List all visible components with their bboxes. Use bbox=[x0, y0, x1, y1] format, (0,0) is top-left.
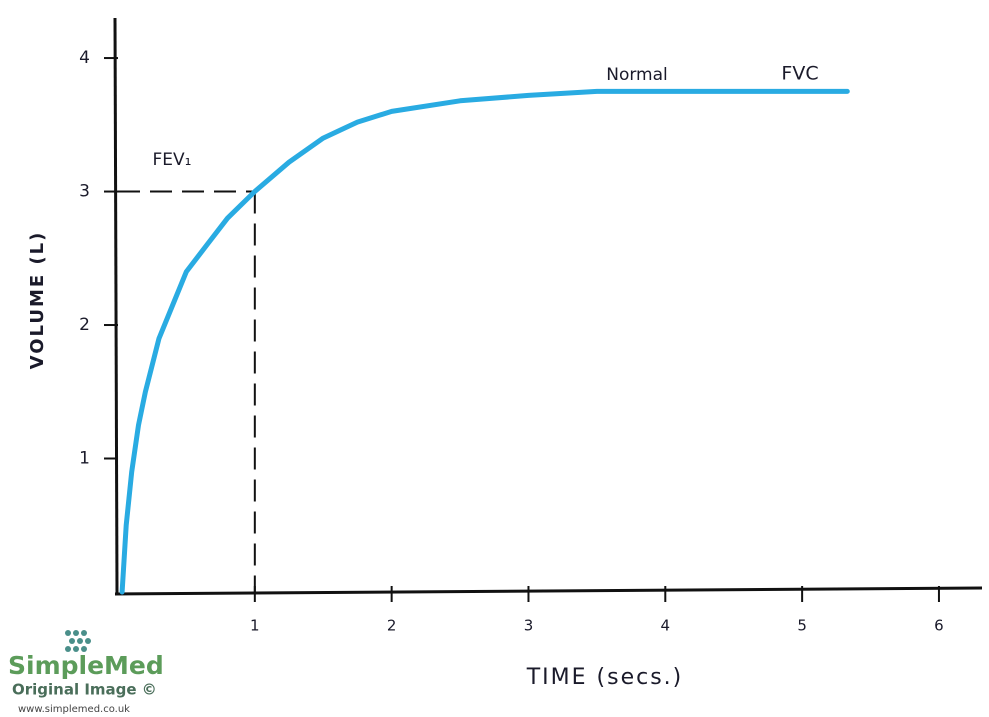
y-tick-label: 1 bbox=[79, 449, 90, 469]
annotation: Normal bbox=[606, 65, 668, 85]
x-tick-label: 6 bbox=[934, 617, 944, 635]
curve bbox=[119, 88, 850, 595]
x-axis-label: TIME (secs.) bbox=[526, 665, 684, 690]
x-tick-label: 3 bbox=[524, 617, 534, 635]
x-tick-label: 2 bbox=[387, 617, 397, 635]
y-axis bbox=[113, 17, 119, 595]
x-tick-label: 5 bbox=[797, 617, 807, 635]
y-tick-label: 4 bbox=[79, 48, 90, 68]
logo-icon bbox=[65, 630, 91, 652]
y-tick-label: 2 bbox=[79, 315, 90, 335]
watermark-note: Original Image © bbox=[12, 681, 157, 699]
x-tick-label: 1 bbox=[250, 617, 260, 635]
watermark-url: www.simplemed.co.uk bbox=[18, 704, 130, 715]
y-tick-label: 3 bbox=[79, 182, 90, 202]
annotation: FEV₁ bbox=[153, 150, 192, 170]
annotation: FVC bbox=[781, 63, 818, 85]
y-axis-label: VOLUME (L) bbox=[27, 231, 48, 370]
x-tick-label: 4 bbox=[661, 617, 671, 635]
x-axis bbox=[114, 586, 983, 596]
watermark-brand: SimpleMed bbox=[8, 651, 164, 680]
